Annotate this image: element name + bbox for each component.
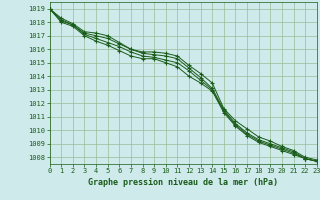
X-axis label: Graphe pression niveau de la mer (hPa): Graphe pression niveau de la mer (hPa)	[88, 178, 278, 187]
